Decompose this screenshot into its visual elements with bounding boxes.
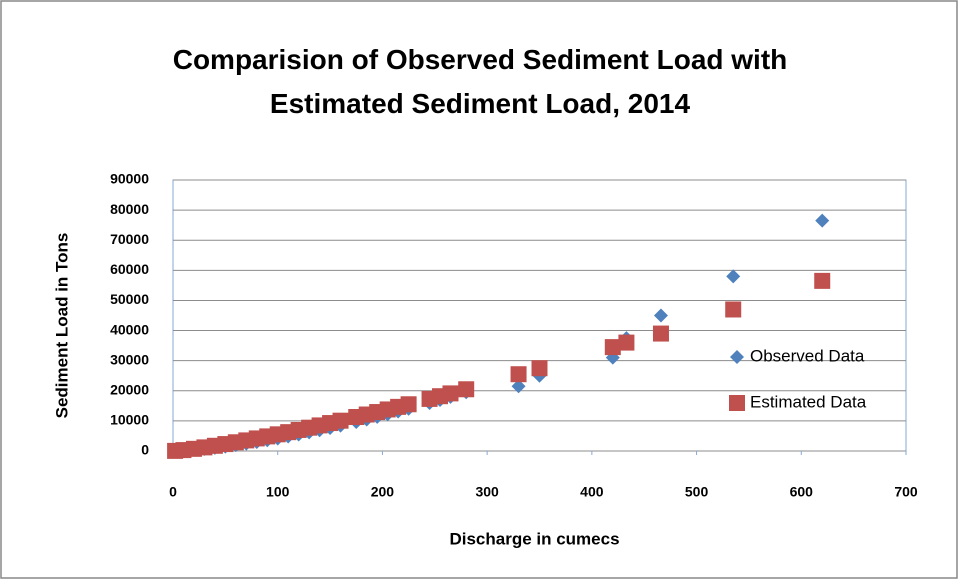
point	[458, 381, 475, 398]
y-tick-label: 60000	[110, 261, 149, 277]
legend-marker	[729, 395, 745, 411]
point	[510, 366, 527, 383]
point	[531, 360, 548, 377]
point	[725, 301, 742, 318]
point	[604, 339, 621, 356]
x-tick-label: 300	[475, 484, 499, 500]
x-tick-label: 600	[790, 484, 814, 500]
x-tick-label: 700	[894, 484, 918, 500]
legend-label: Observed Data	[750, 346, 865, 365]
point	[332, 412, 349, 429]
y-tick-label: 30000	[110, 351, 149, 367]
y-tick-label: 40000	[110, 321, 149, 337]
x-tick-label: 200	[371, 484, 395, 500]
legend-marker	[730, 350, 744, 364]
point	[726, 269, 741, 284]
y-axis-label: Sediment Load in Tons	[52, 233, 71, 419]
y-tick-label: 80000	[110, 201, 149, 217]
y-tick-label: 0	[141, 442, 149, 458]
point	[442, 385, 459, 402]
plot-area	[172, 179, 907, 452]
point	[814, 272, 831, 289]
point	[511, 379, 526, 394]
chart-title: Comparision of Observed Sediment Load wi…	[172, 44, 788, 119]
y-tick-label: 90000	[110, 171, 149, 187]
x-tick-label: 400	[580, 484, 604, 500]
point	[618, 334, 635, 351]
y-tick-label: 20000	[110, 381, 149, 397]
x-axis-label: Discharge in cumecs	[449, 529, 619, 548]
x-tick-label: 0	[169, 484, 177, 500]
point	[653, 308, 668, 323]
y-tick-label: 50000	[110, 291, 149, 307]
point	[652, 325, 669, 342]
x-tick-label: 100	[266, 484, 290, 500]
y-tick-label: 70000	[110, 231, 149, 247]
x-tick-label: 500	[685, 484, 709, 500]
point	[400, 396, 417, 413]
y-tick-label: 10000	[110, 412, 149, 428]
legend-label: Estimated Data	[750, 392, 867, 411]
point	[815, 213, 830, 228]
